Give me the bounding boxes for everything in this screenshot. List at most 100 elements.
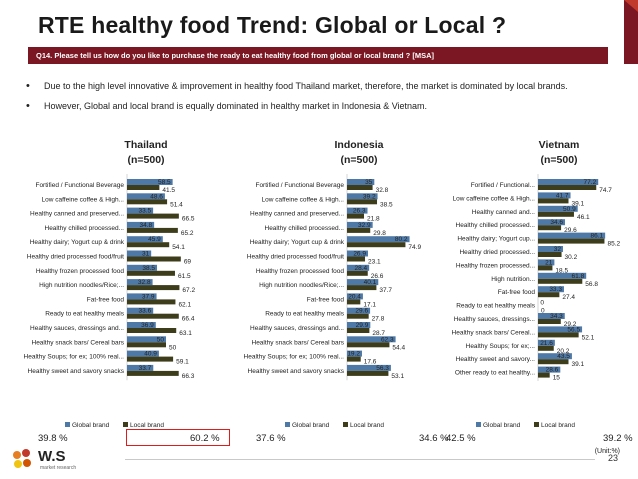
value-label-global: 0 <box>540 300 544 307</box>
value-label-global: 29.6 <box>355 308 368 315</box>
bar-local <box>538 198 569 204</box>
value-label-global: 41.7 <box>556 192 569 199</box>
bar-global <box>127 336 166 343</box>
panel-sample: (n=500) <box>127 154 165 166</box>
value-label-local: 28.7 <box>372 330 385 337</box>
category-label: Healthy dairy; Yogurt cup & drink <box>30 239 125 246</box>
value-label-global: 32 <box>554 246 562 253</box>
bar-local <box>347 313 369 319</box>
category-label: Healthy dried processed food/fruit <box>27 254 124 261</box>
bar-local <box>127 185 160 190</box>
bar-local <box>347 285 377 291</box>
chart-panel-vietnam: Vietnam (n=500) Fortified / Functional..… <box>423 138 638 438</box>
bar-global <box>538 246 563 252</box>
panel-title: Indonesia (n=500) <box>289 138 429 168</box>
local-total-indonesia: 34.6 % <box>419 433 449 444</box>
category-label: Healthy Soups; for ex; 100% real... <box>24 354 125 361</box>
bar-local <box>347 370 389 376</box>
value-label-local: 51.4 <box>170 201 183 208</box>
category-label: Fat-free food <box>498 289 536 296</box>
value-label-local: 30.2 <box>565 254 578 261</box>
value-label-global: 21.6 <box>540 340 553 347</box>
bar-local <box>127 199 168 205</box>
category-label: Healthy chilled processed... <box>45 225 125 232</box>
bar-global <box>127 236 163 243</box>
bar-global <box>127 179 173 185</box>
bar-global <box>127 193 165 200</box>
value-label-global: 61.8 <box>572 273 585 280</box>
value-label-global: 29.9 <box>356 322 369 329</box>
category-label: Fortified / Functional Beverage <box>35 182 124 189</box>
bar-local <box>538 359 569 365</box>
bar-global <box>127 264 158 271</box>
chart-panel-thailand: Thailand (n=500) Fortified / Functional … <box>0 138 215 438</box>
bar-local <box>538 345 554 351</box>
category-label: Healthy snack bars/ Cereal bars <box>32 339 125 346</box>
category-label: Healthy sweet and savory... <box>456 356 536 363</box>
bar-global <box>538 339 555 346</box>
bar-local <box>127 242 170 248</box>
global-total-vietnam: 42.5 % <box>446 433 476 444</box>
bar-global <box>127 250 152 257</box>
category-label: Healthy Soups; for ex; 100% real... <box>244 354 345 361</box>
category-label: Healthy sauces, dressings and... <box>30 325 124 332</box>
value-label-global: 48.6 <box>150 193 163 200</box>
value-label-global: 56.3 <box>376 365 389 372</box>
bar-local <box>347 299 361 305</box>
bar-local <box>347 242 406 248</box>
bar-global <box>538 326 583 333</box>
value-label-local: 39.1 <box>571 361 584 368</box>
value-label-local: 26.6 <box>371 273 384 280</box>
bullet-list: Due to the high level innovative & impro… <box>22 80 622 120</box>
bar-local <box>127 227 178 233</box>
global-total-indonesia: 37.6 % <box>256 433 286 444</box>
category-label: Low caffeine coffee & High... <box>261 196 344 203</box>
legend-swatch-global <box>65 422 70 427</box>
bar-global <box>347 193 378 200</box>
bar-global <box>538 272 587 279</box>
panel-country: Vietnam <box>538 139 580 151</box>
legend-label-global: Global brand <box>292 422 330 429</box>
unit-note: (Unit:%) <box>594 448 620 455</box>
bar-local <box>347 328 370 333</box>
value-label-global: 28.4 <box>354 265 367 272</box>
value-label-global: 20.4 <box>348 293 361 300</box>
value-label-global: 45.9 <box>148 236 161 243</box>
value-label-global: 35 <box>365 179 373 186</box>
bar-local <box>538 278 583 284</box>
value-label-local: 74.9 <box>408 244 421 251</box>
category-label: Low caffeine coffee & High... <box>41 196 124 203</box>
value-label-local: 50 <box>169 344 177 351</box>
panel-country: Indonesia <box>334 139 384 151</box>
value-label-global: 34.6 <box>550 219 563 226</box>
category-label: Healthy sauces, dressings and... <box>250 325 344 332</box>
bar-global <box>347 236 410 243</box>
category-label: Healthy Soups; for ex;... <box>466 343 536 350</box>
category-label: Healthy dairy; Yogurt cup... <box>457 236 535 243</box>
category-label: High nutrition... <box>491 276 535 283</box>
value-label-global: 37.9 <box>142 293 155 300</box>
bar-global <box>538 353 572 360</box>
value-label-local: 27.8 <box>372 316 385 323</box>
bar-chart-vietnam: Fortified / Functional... 77.274.7 Low caf… <box>452 174 620 429</box>
bar-local <box>538 332 579 338</box>
category-label: Healthy frozen processed food <box>36 268 125 275</box>
bar-local <box>127 328 177 333</box>
footer-divider <box>125 459 595 460</box>
category-label: Fat-free food <box>307 296 345 303</box>
value-label-global: 50.9 <box>563 206 576 213</box>
bar-local <box>538 211 574 217</box>
value-label-global: 38.5 <box>142 265 155 272</box>
value-label-global: 28.6 <box>546 367 559 374</box>
value-label-local: 65.2 <box>181 230 194 237</box>
value-label-global: 33.3 <box>549 286 562 293</box>
value-label-local: 54.1 <box>172 244 185 251</box>
value-label-global: 31 <box>142 251 150 258</box>
value-label-local: 29.2 <box>564 321 577 328</box>
bar-local <box>347 342 390 348</box>
category-label: Fat-free food <box>87 296 125 303</box>
category-label: High nutrition noodles/Rice;... <box>259 282 344 289</box>
category-label: Healthy sweet and savory snacks <box>248 368 345 375</box>
bar-global <box>127 322 156 328</box>
value-label-global: 32.9 <box>358 222 371 229</box>
